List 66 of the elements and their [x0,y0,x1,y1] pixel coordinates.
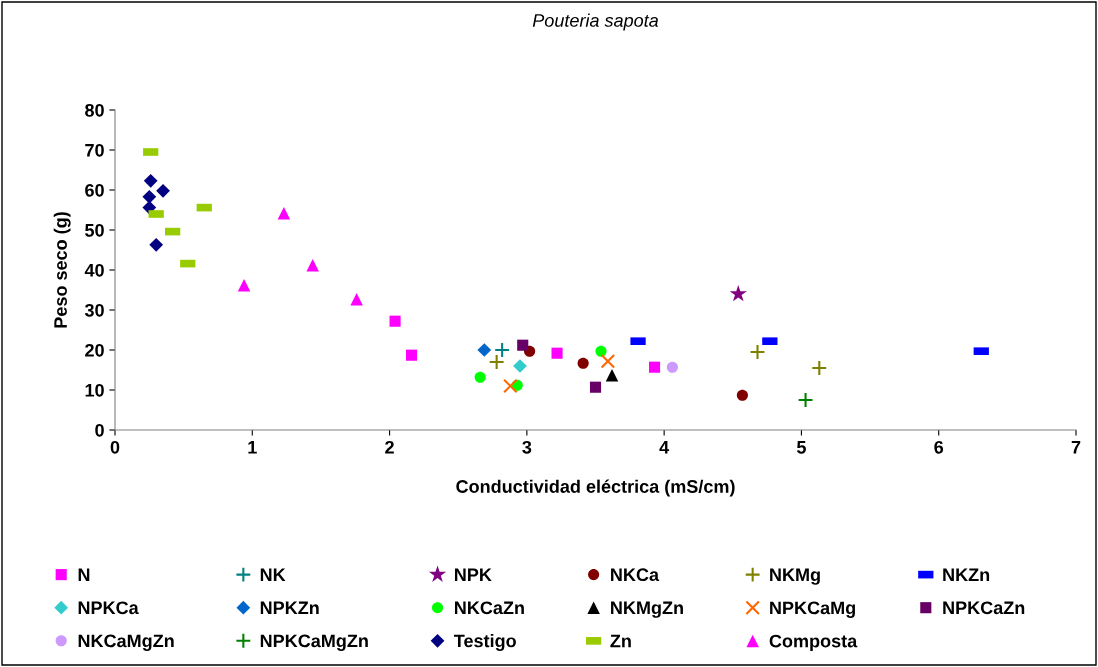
legend-label: NKCaZn [454,601,524,615]
legend-label: NKMgZn [611,601,683,618]
point [595,345,607,357]
x-tick-label: 5 [796,441,806,454]
point [142,189,157,204]
y-tick-label: 60 [85,183,104,197]
point [666,361,678,373]
x-tick-label: 7 [1071,441,1081,454]
point [577,357,589,369]
legend-label: Composta [769,634,858,651]
point [156,183,170,198]
point [736,389,748,401]
x-tick-label: 6 [934,440,944,454]
legend-label: NPKCa [78,601,139,615]
point [729,284,747,302]
y-tick-label: 10 [85,383,104,397]
x-tick-label: 4 [659,441,670,454]
y-tick-label: 40 [84,263,104,277]
legend-label: NKMg [770,568,820,585]
y-tick-label: 30 [84,303,104,317]
point [517,339,529,351]
legend-label: NKCaMgZn [78,634,174,651]
point [474,371,486,383]
point [494,342,511,358]
legend-label: NPKCaMg [770,601,855,618]
point [797,392,814,408]
point [405,349,418,361]
legend-label: NKZn [943,568,990,581]
x-tick-label: 0 [110,440,120,454]
point [237,278,251,292]
point [149,237,164,252]
x-tick-label: 2 [385,440,394,454]
legend-label: NPKZn [260,601,319,615]
point [811,360,828,376]
point [503,378,518,394]
point [389,315,401,327]
y-tick-label: 0 [95,423,104,437]
point [648,361,661,373]
point [306,258,319,272]
point [551,347,563,359]
legend-label: NPKCaMgZn [260,634,368,651]
legend-label: NPK [454,568,492,581]
y-tick-label: 20 [85,343,104,357]
point [143,173,158,188]
legend-label: NPKCaZn [943,601,1025,615]
legend-label: NK [260,568,286,581]
y-tick-label: 70 [85,143,104,157]
point [605,368,619,382]
legend-label: Testigo [453,634,516,651]
point [749,344,766,360]
y-axis-title: Peso seco (g) [53,212,71,328]
legend-label: Zn [610,634,631,648]
legend-label: NKCa [611,568,660,582]
point [277,206,291,220]
legend-label: N [78,568,90,581]
y-tick-label: 80 [85,103,104,117]
y-tick-label: 50 [85,223,104,237]
x-tick-label: 1 [248,441,257,454]
point [477,343,492,357]
point [350,292,363,306]
x-axis-title: Conductividad eléctrica (mS/cm) [456,479,735,497]
point [589,381,602,393]
point [600,353,616,369]
x-tick-label: 3 [522,440,532,454]
chart-title: Pouteria sapota [532,13,659,31]
point [488,354,505,370]
